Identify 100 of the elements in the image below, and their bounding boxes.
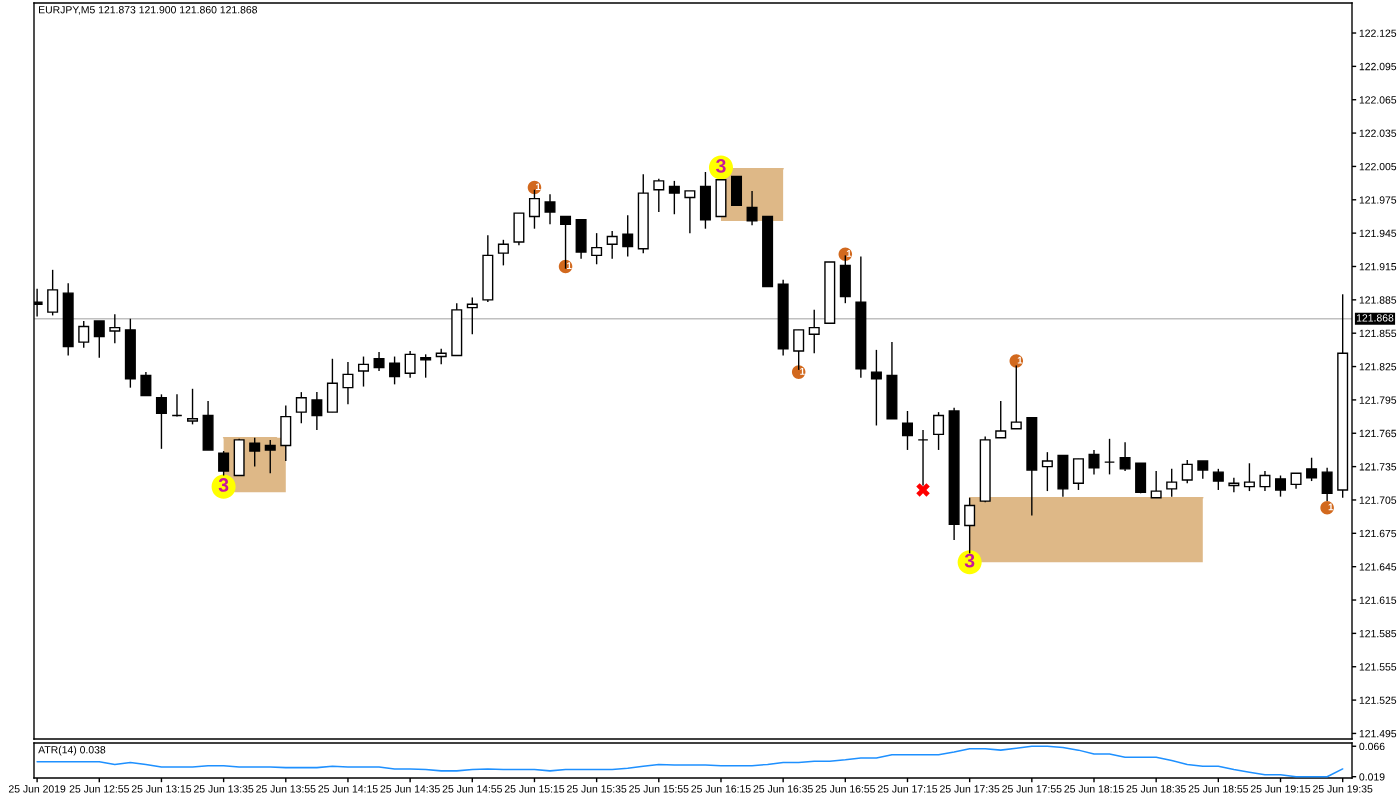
y-tick-label: 121.495 (1359, 729, 1397, 738)
annotation: 1 (800, 367, 805, 375)
candlestick (964, 497, 976, 555)
y-tick-label: 121.855 (1359, 329, 1397, 338)
candlestick (357, 355, 370, 388)
x-tick-label: 25 Jun 15:15 (504, 785, 565, 793)
x-tick-label: 25 Jun 14:55 (442, 785, 502, 793)
y-tick-label: 122.125 (1359, 29, 1397, 37)
candlestick (1181, 459, 1193, 484)
candlestick (109, 313, 121, 344)
x-tick-label: 25 Jun 13:55 (256, 785, 316, 793)
candlestick (497, 239, 509, 267)
y-tick-label: 121.825 (1359, 363, 1397, 371)
candlestick (606, 230, 618, 260)
candlestick (311, 391, 323, 431)
candlestick (901, 410, 913, 451)
y-tick-label: 121.735 (1359, 463, 1397, 471)
annotation: 1 (535, 183, 541, 191)
x-tick-label: 25 Jun 17:15 (877, 785, 938, 793)
annotation: 1 (1017, 356, 1023, 364)
x-tick-label: 25 Jun 14:35 (380, 785, 440, 793)
x-tick-label: 25 Jun 15:55 (629, 785, 689, 793)
annotation: 3 (964, 553, 975, 568)
y-tick-label: 121.525 (1359, 696, 1397, 704)
candlestick (746, 190, 758, 227)
candlestick (1150, 470, 1162, 499)
candlestick (1243, 462, 1255, 492)
candlestick (933, 411, 945, 451)
x-tick-label: 25 Jun 15:35 (567, 785, 627, 793)
candlestick (1104, 438, 1116, 476)
ref-line-label: 121.868 (1356, 314, 1394, 322)
x-tick-label: 25 Jun 16:15 (691, 785, 751, 793)
candlestick (622, 214, 634, 258)
candlestick (1166, 468, 1178, 498)
candlestick (1119, 441, 1131, 472)
candlestick (684, 190, 696, 234)
y-tick-label: 122.065 (1359, 96, 1397, 104)
y-tick-label: 121.615 (1359, 596, 1397, 604)
x-tick-label: 25 Jun 19:15 (1250, 785, 1311, 793)
y-tick-label: 121.765 (1359, 429, 1397, 438)
candlestick (93, 320, 105, 359)
y-tick-label: 121.795 (1359, 396, 1397, 404)
candlestick (171, 393, 183, 418)
candlestick (1306, 457, 1318, 482)
candlestick (249, 437, 261, 468)
x-tick-label: 25 Jun 16:55 (815, 785, 875, 793)
x-tick-label: 25 Jun 18:35 (1126, 785, 1186, 793)
y-tick-label: 121.675 (1359, 529, 1397, 538)
y-tick-label: 121.555 (1359, 663, 1397, 671)
candlestick (140, 371, 152, 397)
line-series (36, 745, 1344, 778)
candlestick (389, 355, 401, 386)
candlestick (342, 361, 354, 406)
x-tick-label: 25 Jun 2019 (8, 785, 66, 793)
x-tick-label: 25 Jun 12:55 (69, 785, 129, 793)
candlestick (47, 269, 59, 317)
x-tick-label: 25 Jun 17:35 (940, 785, 1000, 793)
y-tick-label: 122.005 (1359, 162, 1397, 171)
candlestick (404, 350, 416, 379)
chart-title: ATR(14) 0.038 (38, 745, 106, 756)
y-tick-label: 121.915 (1359, 262, 1397, 271)
y-tick-label: 122.095 (1359, 62, 1397, 71)
candlestick (1259, 470, 1271, 492)
y-tick-label: 121.975 (1359, 196, 1397, 204)
candlestick (1274, 474, 1287, 498)
candlestick (373, 351, 385, 372)
candlestick (870, 349, 882, 427)
x-tick-label: 25 Jun 17:55 (1002, 785, 1062, 793)
annotation: 1 (1328, 503, 1334, 511)
candlestick (78, 320, 90, 349)
x-tick-label: 25 Jun 16:35 (753, 785, 813, 793)
y-tick-label: 0.019 (1359, 773, 1385, 781)
x-tick-label: 25 Jun 18:15 (1064, 785, 1124, 793)
candlestick (995, 400, 1007, 439)
candlestick (155, 393, 167, 450)
x-tick-label: 25 Jun 14:15 (318, 785, 378, 793)
y-tick-label: 121.645 (1359, 563, 1397, 571)
y-tick-label: 121.885 (1359, 296, 1397, 304)
x-tick-label: 25 Jun 18:55 (1188, 785, 1249, 793)
candlestick (544, 193, 556, 225)
candlestick (420, 353, 432, 379)
annotation: 1 (846, 250, 852, 257)
candlestick (591, 232, 603, 265)
candlestick (295, 391, 307, 424)
y-tick-label: 122.035 (1359, 129, 1397, 137)
candlestick (1041, 451, 1053, 492)
candlestick (1088, 449, 1100, 476)
point (916, 483, 930, 497)
chart-title: EURJPY,M5 121.873 121.900 121.860 121.868 (39, 6, 258, 15)
y-tick-label: 121.945 (1359, 229, 1397, 238)
annotation: 3 (218, 478, 229, 492)
x-tick-label: 25 Jun 19:35 (1313, 785, 1373, 793)
annotation: 1 (567, 262, 572, 270)
candlestick (1212, 468, 1224, 491)
y-tick-label: 121.705 (1359, 496, 1397, 504)
candlestick (653, 177, 665, 213)
annotation: 3 (716, 158, 726, 173)
candlestick (187, 388, 199, 426)
y-tick-label: 0.066 (1359, 742, 1385, 751)
candlestick (668, 180, 680, 215)
